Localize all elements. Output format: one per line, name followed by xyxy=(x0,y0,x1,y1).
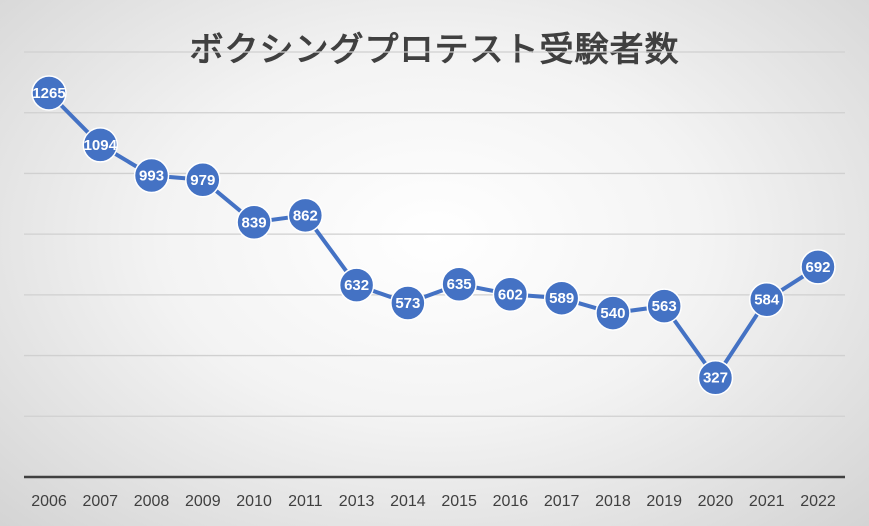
data-label: 1265 xyxy=(32,85,65,102)
x-tick-label: 2013 xyxy=(339,493,375,510)
data-marker xyxy=(133,157,170,194)
data-marker xyxy=(697,359,734,396)
data-label: 839 xyxy=(242,214,267,231)
data-point: 862 xyxy=(287,197,324,234)
data-points: 1265 1094 993 979 839 862 632 573 635 602 589 540 56… xyxy=(31,75,836,396)
data-label: 589 xyxy=(549,290,574,307)
data-label: 692 xyxy=(805,259,830,276)
data-marker xyxy=(646,288,682,324)
data-label: 602 xyxy=(498,286,523,303)
data-label: 327 xyxy=(703,370,728,387)
x-tick-label: 2021 xyxy=(749,493,785,510)
data-point: 602 xyxy=(492,276,529,312)
x-tick-label: 2019 xyxy=(646,493,682,510)
data-point: 584 xyxy=(748,281,785,318)
x-tick-label: 2006 xyxy=(31,493,67,510)
data-marker xyxy=(543,280,580,316)
data-marker xyxy=(31,75,67,111)
x-tick-label: 2007 xyxy=(82,493,118,510)
data-label: 993 xyxy=(139,168,164,185)
x-tick-label: 2010 xyxy=(236,493,272,510)
chart-title: ボクシングプロテスト受験者数 xyxy=(189,30,680,70)
data-point: 589 xyxy=(543,280,580,316)
series-line xyxy=(47,91,820,380)
data-point: 692 xyxy=(800,249,836,285)
x-tick-label: 2020 xyxy=(698,493,734,510)
x-tick-label: 2015 xyxy=(441,493,477,510)
data-point: 1265 xyxy=(31,75,67,111)
data-label: 584 xyxy=(754,292,780,309)
x-tick-label: 2008 xyxy=(134,493,170,510)
data-marker xyxy=(287,197,324,234)
x-tick-label: 2022 xyxy=(800,493,836,510)
data-label: 635 xyxy=(447,276,472,293)
data-marker xyxy=(82,127,119,163)
data-marker xyxy=(236,204,272,241)
data-marker xyxy=(338,267,375,303)
x-tick-label: 2018 xyxy=(595,493,631,510)
data-label: 979 xyxy=(190,172,215,189)
data-point: 540 xyxy=(595,295,631,331)
data-label: 563 xyxy=(652,298,677,315)
data-point: 1094 xyxy=(82,127,119,163)
data-point: 573 xyxy=(390,285,426,321)
data-label: 862 xyxy=(293,207,318,224)
data-marker xyxy=(390,285,426,321)
data-label: 632 xyxy=(344,277,369,294)
data-marker xyxy=(748,281,785,318)
data-label: 540 xyxy=(600,305,625,322)
data-marker xyxy=(800,249,836,285)
data-marker xyxy=(595,295,631,331)
series-line-layer xyxy=(47,91,820,380)
x-tick-label: 2011 xyxy=(288,493,323,510)
data-point: 327 xyxy=(697,359,734,396)
data-marker xyxy=(185,162,221,198)
data-label: 1094 xyxy=(84,137,118,154)
x-tick-labels: 2006 2007 2008 2009 2010 2011 2013 2014 2015 2016… xyxy=(31,493,836,510)
data-point: 563 xyxy=(646,288,682,324)
x-tick-label: 2016 xyxy=(493,493,529,510)
data-marker xyxy=(492,276,529,312)
x-tick-label: 2014 xyxy=(390,493,426,510)
data-label: 573 xyxy=(395,295,420,312)
x-tick-label: 2009 xyxy=(185,493,221,510)
data-point: 635 xyxy=(441,266,477,302)
data-marker xyxy=(441,266,477,302)
data-point: 632 xyxy=(338,267,375,303)
x-tick-label: 2017 xyxy=(544,493,580,510)
data-point: 993 xyxy=(133,157,170,194)
data-point: 839 xyxy=(236,204,272,241)
data-point: 979 xyxy=(185,162,221,198)
